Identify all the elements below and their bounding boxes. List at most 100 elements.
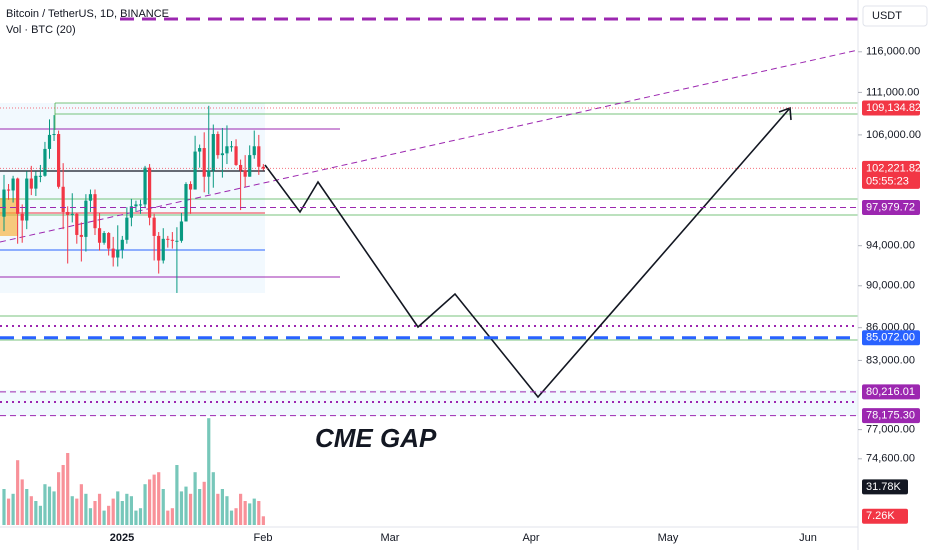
candle-body — [161, 238, 165, 261]
candle-body — [79, 234, 83, 237]
volume-bar — [143, 484, 147, 525]
volume-bar — [202, 481, 206, 525]
volume-bar — [148, 479, 152, 525]
candle-body — [184, 184, 188, 222]
candle-body — [188, 184, 193, 190]
volume-bar — [88, 508, 93, 525]
candle-body — [138, 204, 143, 206]
candle-body — [75, 213, 79, 235]
indicator-label: Vol · BTC (20) — [6, 24, 76, 36]
candle-body — [102, 233, 106, 243]
x-tick-label: Apr — [522, 532, 539, 544]
candle-body — [143, 167, 147, 205]
volume-bar — [97, 493, 102, 525]
currency[interactable]: USDT — [872, 10, 902, 22]
range-box — [0, 103, 265, 293]
candle-body — [16, 178, 20, 214]
candle-body — [25, 178, 29, 221]
candle-body — [88, 194, 93, 201]
candle-body — [2, 189, 6, 217]
volume-bar — [43, 484, 47, 525]
volume-bar — [175, 465, 179, 525]
x-tick-label: 2025 — [110, 532, 134, 544]
price-tag-label: 109,134.82 — [866, 102, 921, 114]
annotation: CME GAP — [315, 423, 437, 453]
candle-body — [148, 167, 152, 218]
volume-bar — [107, 505, 111, 525]
y-tick-label: 74,600.00 — [866, 453, 915, 465]
currency-box[interactable] — [862, 5, 928, 27]
candle-body — [11, 178, 15, 191]
price-tag — [862, 330, 920, 346]
y-tick-label: 116,000.00 — [866, 46, 920, 58]
x-tick-label: Jun — [799, 532, 817, 544]
volume-bar — [198, 489, 202, 525]
volume-bar — [225, 496, 229, 525]
volume-bar — [102, 510, 106, 525]
candle-body — [93, 194, 97, 229]
trend-line — [0, 49, 859, 243]
price-tag-label: 78,175.30 — [866, 410, 915, 422]
volume-bar — [188, 493, 193, 525]
x-tick-label: Mar — [381, 532, 400, 544]
candle-body — [157, 235, 161, 261]
volume-bar — [138, 508, 143, 525]
candle-body — [193, 151, 197, 190]
volume-bar — [179, 491, 184, 525]
volume-bar — [216, 493, 220, 525]
price-tag — [862, 408, 920, 424]
candle-body — [38, 175, 42, 177]
volume-bar — [16, 460, 20, 525]
volume-bar — [134, 510, 138, 525]
volume-bar — [193, 472, 197, 525]
volume-bar — [52, 491, 56, 525]
candle-body — [84, 200, 88, 237]
volume-bar — [184, 486, 188, 525]
candle-body — [134, 204, 138, 207]
candle-body — [179, 221, 184, 241]
volume-bar — [120, 501, 124, 525]
volume-bar — [257, 501, 261, 525]
price-tag-label: 97,979.72 — [866, 201, 915, 213]
price-tag-label: 102,221.82 — [866, 162, 921, 174]
candle-body — [252, 146, 256, 156]
candle-body — [125, 217, 129, 240]
volume-bar — [93, 501, 97, 525]
candle-body — [166, 238, 170, 240]
volume-bar — [66, 453, 70, 525]
volume-tag-label: 31.78K — [866, 481, 902, 493]
projection-path — [264, 107, 791, 399]
x-tick-label: May — [658, 532, 679, 544]
volume-bar — [248, 503, 252, 525]
candle-body — [34, 175, 38, 189]
y-tick-label: 106,000.00 — [866, 129, 921, 141]
candle-body — [225, 146, 229, 154]
candle-body — [229, 146, 234, 148]
candle-body — [129, 206, 133, 218]
volume-bar — [152, 474, 156, 525]
candle-body — [29, 178, 33, 189]
candle-body — [120, 239, 124, 250]
y-tick-label: 83,000.00 — [866, 354, 915, 366]
x-tick-label: Feb — [254, 532, 273, 544]
candle-body — [248, 155, 252, 177]
volume-bar — [38, 505, 42, 525]
volume-bar — [125, 493, 129, 525]
candle-body — [47, 134, 52, 149]
price-tag — [862, 100, 920, 116]
y-tick-label: 90,000.00 — [866, 280, 915, 292]
candle-body — [170, 239, 174, 241]
candle-body — [152, 217, 156, 236]
candle-body — [6, 189, 11, 191]
price-tag — [862, 199, 920, 215]
candle-body — [220, 153, 224, 156]
volume-bar — [207, 418, 211, 525]
candle-body — [198, 148, 202, 152]
candle-body — [243, 170, 247, 177]
volume-bar — [47, 486, 52, 525]
candle-body — [234, 146, 238, 165]
y-tick-label: 77,000.00 — [866, 424, 915, 436]
candle-body — [257, 146, 261, 167]
candle-body — [175, 240, 179, 242]
